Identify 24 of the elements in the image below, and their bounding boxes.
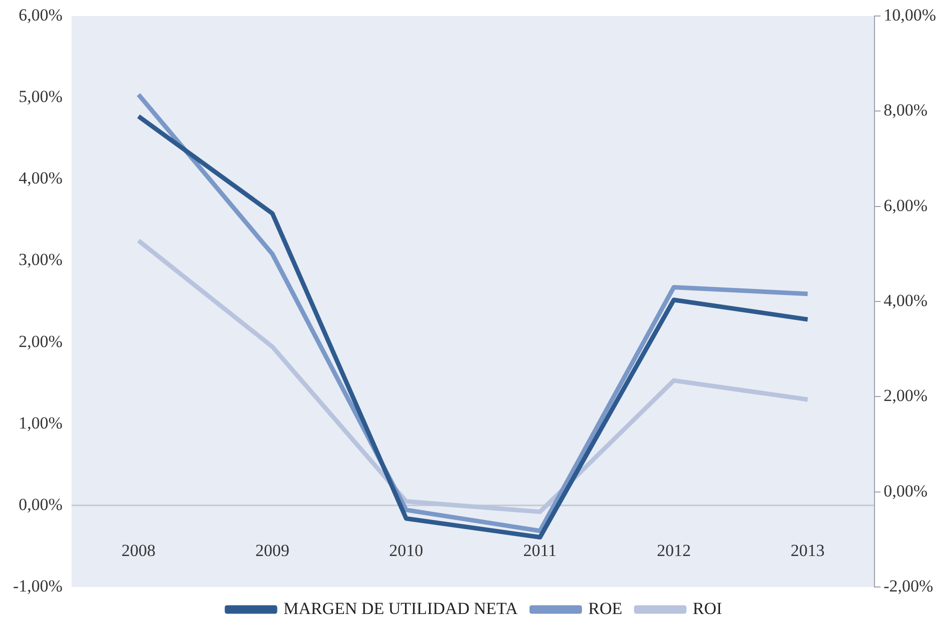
y-tick-label: 4,00% <box>18 168 63 188</box>
y-tick-label: 1,00% <box>18 413 63 432</box>
y2-tick-label: 0,00% <box>884 481 928 500</box>
x-tick-label: 2013 <box>790 541 825 560</box>
y2-tick-label: 8,00% <box>884 100 928 120</box>
x-tick-label: 2011 <box>523 541 557 560</box>
y-tick-label: 3,00% <box>18 250 63 270</box>
y2-tick-label: 4,00% <box>884 290 928 310</box>
y2-tick-label: 2,00% <box>884 386 928 406</box>
x-tick-label: 2008 <box>121 541 156 560</box>
y-tick-label: 6,00% <box>18 5 63 24</box>
x-tick-label: 2010 <box>389 541 424 560</box>
x-tick-label: 2012 <box>656 541 691 560</box>
x-tick-label: 2009 <box>255 541 290 560</box>
legend-label: ROI <box>692 598 722 618</box>
y2-tick-label: 10,00% <box>884 5 936 24</box>
y-tick-label: 5,00% <box>18 87 63 106</box>
y2-tick-label: -2,00% <box>884 576 934 596</box>
y2-tick-label: 6,00% <box>884 196 928 215</box>
y-tick-label: 2,00% <box>18 332 63 351</box>
y-tick-label: 0,00% <box>18 494 63 514</box>
y-tick-label: -1,00% <box>12 576 63 596</box>
legend-label: MARGEN DE UTILIDAD NETA <box>283 598 518 618</box>
legend-label: ROE <box>588 598 622 618</box>
